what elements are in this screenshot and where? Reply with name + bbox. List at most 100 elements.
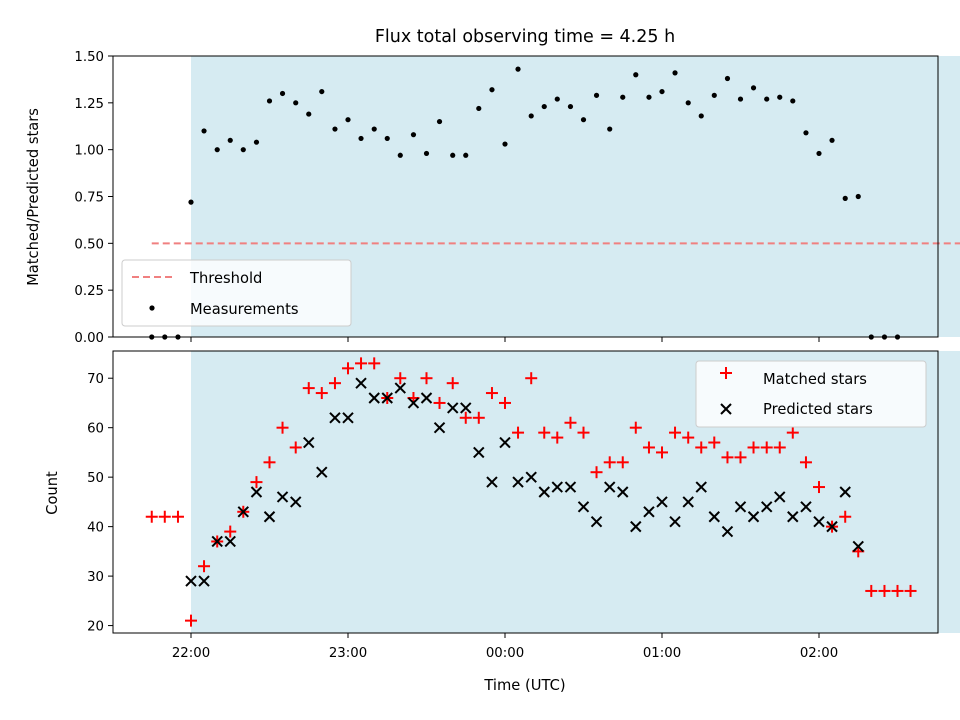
- measurement-point: [672, 70, 678, 76]
- measurement-point: [803, 130, 809, 136]
- predicted-star-point: [774, 491, 786, 503]
- predicted-star-point: [407, 397, 420, 409]
- legend-matched-swatch: [720, 367, 732, 379]
- matched-star-point: [250, 476, 263, 489]
- predicted-star-point: [604, 481, 616, 493]
- predicted-star-point: [499, 436, 511, 449]
- matched-star-point: [355, 357, 368, 370]
- measurement-point: [659, 88, 665, 95]
- matched-star-point: [813, 481, 825, 494]
- predicted-star-point: [852, 540, 864, 553]
- measurement-point: [750, 85, 757, 91]
- matched-star-point: [276, 421, 289, 434]
- predicted-star-point: [394, 382, 406, 394]
- top-y-ticks: 0.00 0.25 0.50 0.75 1.00 1.25 1.50: [74, 50, 113, 346]
- measurement-point: [358, 135, 364, 142]
- matched-star-point: [564, 416, 577, 429]
- top-axes-frame: [112, 55, 939, 338]
- matched-star-point: [695, 441, 708, 454]
- predicted-star-point: [185, 575, 197, 587]
- measurement-point: [855, 193, 861, 200]
- predicted-star-point: [630, 520, 642, 533]
- measurement-point: [620, 94, 626, 100]
- measurement-point: [436, 118, 443, 125]
- matched-star-point: [512, 426, 525, 439]
- predicted-star-point: [747, 511, 760, 523]
- matched-star-point: [289, 441, 302, 454]
- matched-star-point: [629, 421, 642, 434]
- matched-star-point: [786, 426, 799, 439]
- matched-star-point: [499, 396, 511, 409]
- y-tick-label: 0.50: [74, 237, 104, 252]
- matched-star-point: [185, 614, 197, 627]
- x-axis-label: Time (UTC): [483, 677, 565, 694]
- predicted-star-point: [695, 481, 707, 493]
- matched-star-point: [799, 456, 812, 469]
- measurement-point: [646, 94, 652, 100]
- top-x-ticks: [190, 337, 820, 342]
- measurement-point: [528, 113, 534, 119]
- measurement-point: [476, 105, 482, 112]
- predicted-star-point: [577, 501, 590, 513]
- bottom-axes-frame: [112, 350, 939, 634]
- measurement-point: [711, 92, 717, 98]
- predicted-star-point: [433, 421, 446, 434]
- matched-star-point: [603, 456, 616, 469]
- measurement-point: [371, 126, 377, 132]
- measurement-point: [214, 147, 220, 153]
- matched-star-point: [616, 456, 629, 469]
- predicted-star-point: [538, 486, 550, 498]
- measurement-point: [240, 147, 246, 153]
- predicted-star-point: [237, 506, 249, 518]
- predicted-star-point: [800, 501, 812, 513]
- measurement-point: [777, 94, 783, 100]
- predicted-star-point: [355, 377, 367, 389]
- bottom-panel: 20 30 40 50 60 70 22:00 23:00 00:00 01:00 02:00 C…: [44, 350, 960, 694]
- x-tick-label: 01:00: [643, 646, 681, 661]
- legend-measurements-swatch: [149, 305, 155, 311]
- predicted-star-point: [329, 412, 341, 424]
- measurement-point: [685, 100, 691, 106]
- measurement-point: [633, 72, 639, 78]
- top-y-axis-label: Matched/Predicted stars: [25, 108, 42, 286]
- chart-title: Flux total observing time = 4.25 h: [375, 27, 675, 47]
- matched-star-point: [446, 377, 459, 390]
- measurement-point: [580, 117, 587, 123]
- matched-star-point: [721, 451, 734, 464]
- predicted-star-point: [460, 402, 472, 414]
- matched-star-point: [669, 426, 682, 439]
- matched-star-point: [590, 466, 603, 479]
- matched-star-point: [891, 584, 904, 597]
- predicted-star-point: [486, 476, 498, 488]
- matched-star-point: [158, 510, 171, 523]
- predicted-star-point: [211, 535, 223, 548]
- measurement-point: [332, 126, 338, 132]
- measurement-point: [607, 126, 613, 132]
- measurement-point: [201, 128, 207, 134]
- measurement-point: [188, 199, 194, 205]
- predicted-star-points: [185, 377, 864, 587]
- y-tick-label: 30: [87, 570, 104, 585]
- measurement-point: [829, 137, 835, 143]
- measurement-point: [489, 87, 495, 93]
- matched-star-point: [302, 382, 315, 395]
- measurement-point: [541, 103, 547, 110]
- measurement-point: [816, 150, 822, 157]
- measurement-point: [502, 141, 508, 147]
- predicted-star-point: [826, 520, 838, 533]
- matched-star-point: [773, 441, 786, 454]
- y-tick-label: 1.00: [74, 144, 104, 159]
- matched-star-point: [328, 377, 341, 390]
- measurement-point: [790, 98, 796, 104]
- measurement-point: [253, 139, 260, 145]
- predicted-star-point: [303, 436, 315, 449]
- predicted-star-point: [761, 501, 773, 513]
- matched-star-point: [342, 362, 354, 375]
- predicted-star-point: [734, 501, 747, 513]
- measurement-point: [306, 111, 312, 117]
- matched-star-point: [368, 357, 381, 370]
- matched-star-point: [224, 525, 237, 538]
- matched-star-point: [747, 441, 760, 454]
